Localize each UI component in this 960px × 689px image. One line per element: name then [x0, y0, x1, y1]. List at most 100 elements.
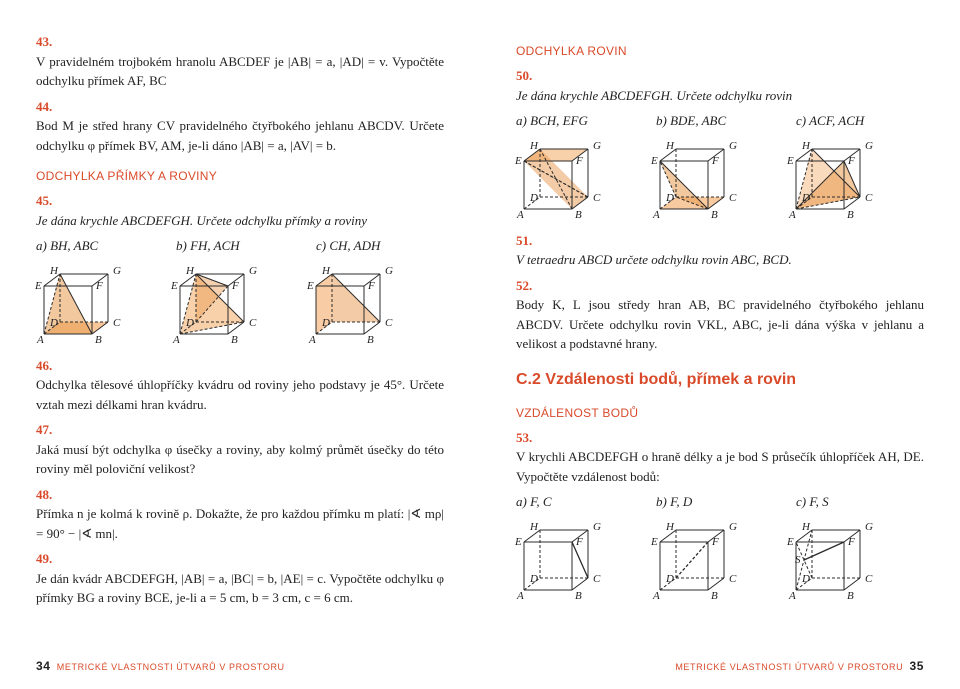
footer-left: 34 METRICKÉ VLASTNOSTI ÚTVARŮ V PROSTORU: [36, 657, 285, 675]
svg-text:B: B: [711, 590, 718, 602]
svg-text:D: D: [185, 317, 194, 329]
problem-46: 46. Odchylka tělesové úhlopříčky kvádru o…: [36, 356, 444, 415]
cubes-row-50: ABCDEFGH ABCDEFGH ABCDEFGH: [516, 137, 924, 221]
svg-text:H: H: [665, 521, 675, 533]
svg-text:D: D: [665, 192, 674, 204]
svg-text:D: D: [49, 317, 58, 329]
svg-text:G: G: [593, 140, 601, 152]
cubes-row-53: ABCDEFGH ABCDEFGH SABCDEFGH: [516, 518, 924, 602]
svg-text:G: G: [729, 140, 737, 152]
opt-53c: c) F, S: [796, 492, 924, 512]
page-left: 43.V pravidelném trojbokém hranolu ABCDE…: [0, 0, 480, 689]
opt-53b: b) F, D: [656, 492, 784, 512]
section-vzdalenost: VZDÁLENOST BODŮ: [516, 404, 924, 422]
svg-text:F: F: [711, 155, 719, 167]
svg-text:F: F: [711, 536, 719, 548]
svg-text:E: E: [34, 280, 42, 292]
text-53: V krychli ABCDEFGH o hraně délky a je bo…: [516, 449, 924, 484]
svg-text:D: D: [321, 317, 330, 329]
opt-50c: c) ACF, ACH: [796, 111, 924, 131]
opt-50b: b) BDE, ABC: [656, 111, 784, 131]
svg-text:A: A: [652, 590, 660, 602]
text-46: Odchylka tělesové úhlopříčky kvádru od r…: [36, 377, 444, 412]
problem-48: 48. Přímka n je kolmá k rovině ρ. Dokažte…: [36, 485, 444, 544]
page-number-left: 34: [36, 659, 51, 673]
num-45: 45.: [36, 193, 52, 208]
svg-text:C: C: [249, 317, 257, 329]
svg-text:A: A: [36, 334, 44, 346]
svg-text:A: A: [172, 334, 180, 346]
cube-45a: A BC D E FG H: [36, 262, 146, 346]
svg-text:C: C: [593, 573, 601, 585]
svg-text:G: G: [865, 521, 873, 533]
problem-44: 44.Bod M je střed hrany CV pravidelného …: [36, 97, 444, 156]
svg-text:D: D: [801, 573, 810, 585]
cube-53b: ABCDEFGH: [652, 518, 762, 602]
svg-text:A: A: [516, 209, 524, 221]
svg-text:G: G: [249, 265, 257, 277]
svg-text:B: B: [367, 334, 374, 346]
opt-45b: b) FH, ACH: [176, 236, 304, 256]
section-c2: C.2 Vzdálenosti bodů, přímek a rovin: [516, 368, 924, 392]
num-52: 52.: [516, 278, 532, 293]
svg-text:D: D: [665, 573, 674, 585]
row-45-opts: a) BH, ABC b) FH, ACH c) CH, ADH: [36, 236, 444, 256]
svg-text:E: E: [306, 280, 314, 292]
cube-50a: ABCDEFGH: [516, 137, 626, 221]
cube-53c: SABCDEFGH: [788, 518, 898, 602]
svg-text:D: D: [529, 573, 538, 585]
text-48: Přímka n je kolmá k rovině ρ. Dokažte, ž…: [36, 506, 444, 541]
text-43: V pravidelném trojbokém hranolu ABCDEF j…: [36, 54, 444, 89]
svg-text:F: F: [575, 155, 583, 167]
text-49: Je dán kvádr ABCDEFGH, |AB| = a, |BC| = …: [36, 571, 444, 606]
cube-45c: ABCDEFGH: [308, 262, 418, 346]
svg-text:F: F: [95, 280, 103, 292]
svg-text:H: H: [49, 265, 59, 277]
num-48: 48.: [36, 487, 52, 502]
svg-text:C: C: [385, 317, 393, 329]
svg-text:F: F: [847, 536, 855, 548]
svg-text:C: C: [113, 317, 121, 329]
problem-49: 49.Je dán kvádr ABCDEFGH, |AB| = a, |BC|…: [36, 549, 444, 608]
problem-53: 53.V krychli ABCDEFGH o hraně délky a je…: [516, 428, 924, 487]
svg-text:C: C: [865, 192, 873, 204]
num-46: 46.: [36, 358, 52, 373]
svg-text:B: B: [95, 334, 102, 346]
row-50-opts: a) BCH, EFG b) BDE, ABC c) ACF, ACH: [516, 111, 924, 131]
svg-text:A: A: [788, 590, 796, 602]
svg-text:C: C: [865, 573, 873, 585]
section-odchylka-rovin: ODCHYLKA ROVIN: [516, 42, 924, 60]
svg-text:H: H: [801, 521, 811, 533]
svg-text:C: C: [729, 192, 737, 204]
svg-text:E: E: [786, 536, 794, 548]
svg-text:A: A: [652, 209, 660, 221]
svg-text:E: E: [170, 280, 178, 292]
cube-50c: ABCDEFGH: [788, 137, 898, 221]
num-44: 44.: [36, 99, 52, 114]
text-52: Body K, L jsou středy hran AB, BC pravid…: [516, 297, 924, 351]
svg-text:C: C: [593, 192, 601, 204]
svg-text:H: H: [321, 265, 331, 277]
svg-text:G: G: [865, 140, 873, 152]
svg-text:S: S: [795, 554, 801, 566]
svg-text:G: G: [593, 521, 601, 533]
footer-text-right: METRICKÉ VLASTNOSTI ÚTVARŮ V PROSTORU: [675, 662, 903, 672]
svg-text:F: F: [231, 280, 239, 292]
footer-right: METRICKÉ VLASTNOSTI ÚTVARŮ V PROSTORU 35: [675, 657, 924, 675]
svg-text:H: H: [801, 140, 811, 152]
svg-text:E: E: [514, 155, 522, 167]
problem-50: 50.Je dána krychle ABCDEFGH. Určete odch…: [516, 66, 924, 105]
problem-47: 47.Jaká musí být odchylka φ úsečky a rov…: [36, 420, 444, 479]
svg-text:D: D: [801, 192, 810, 204]
text-47: Jaká musí být odchylka φ úsečky a roviny…: [36, 442, 444, 477]
problem-52: 52. Body K, L jsou středy hran AB, BC pra…: [516, 276, 924, 354]
svg-text:G: G: [729, 521, 737, 533]
num-50: 50.: [516, 68, 532, 83]
svg-text:B: B: [711, 209, 718, 221]
svg-text:C: C: [729, 573, 737, 585]
num-51: 51.: [516, 233, 532, 248]
section-odchylka-primky: ODCHYLKA PŘÍMKY A ROVINY: [36, 167, 444, 185]
opt-50a: a) BCH, EFG: [516, 111, 644, 131]
svg-text:F: F: [367, 280, 375, 292]
svg-text:G: G: [113, 265, 121, 277]
